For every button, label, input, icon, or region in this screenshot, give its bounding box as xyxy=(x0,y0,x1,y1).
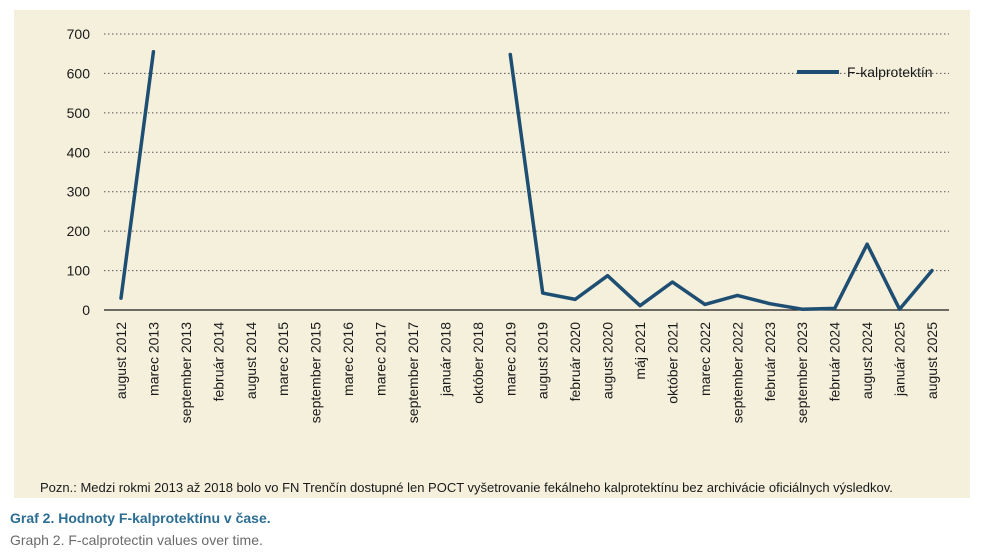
data-point xyxy=(573,297,577,301)
x-tick-label: august 2014 xyxy=(243,322,259,399)
legend-label: F-kalprotektín xyxy=(847,64,933,80)
chart-panel: 0 100 200 300 400 500 600 700 august 2012 marec … xyxy=(14,10,970,498)
data-point xyxy=(833,306,837,310)
x-tick-label: február 2024 xyxy=(827,322,843,402)
series-line xyxy=(119,49,156,300)
data-point xyxy=(606,274,610,278)
data-point xyxy=(508,53,512,57)
data-point xyxy=(735,293,739,297)
data-point xyxy=(898,307,902,311)
x-tick-label: február 2020 xyxy=(567,322,583,402)
y-tick-label: 0 xyxy=(82,302,90,318)
data-point xyxy=(541,291,545,295)
data-point xyxy=(768,302,772,306)
y-tick-label: 500 xyxy=(67,105,91,121)
line-chart: 0 100 200 300 400 500 600 700 august 2012 marec … xyxy=(67,26,949,423)
x-tick-label: február 2014 xyxy=(210,322,226,402)
x-tick-label: marec 2013 xyxy=(145,322,161,396)
x-tick-label: január 2018 xyxy=(437,322,453,397)
data-point xyxy=(670,280,674,284)
x-tick-label: marec 2017 xyxy=(373,322,389,396)
series-line xyxy=(508,52,934,311)
legend: F-kalprotektín xyxy=(797,64,933,80)
x-tick-label: október 2021 xyxy=(664,322,680,404)
y-axis: 0 100 200 300 400 500 600 700 xyxy=(67,26,91,318)
x-tick-label: marec 2015 xyxy=(275,322,291,396)
data-point xyxy=(151,50,155,54)
data-point xyxy=(865,242,869,246)
y-tick-label: 200 xyxy=(67,223,91,239)
x-tick-label: marec 2019 xyxy=(502,322,518,396)
x-tick-label: august 2012 xyxy=(113,322,129,399)
x-tick-label: február 2023 xyxy=(762,322,778,402)
chart-note: Pozn.: Medzi rokmi 2013 až 2018 bolo vo … xyxy=(40,480,893,495)
x-tick-label: august 2024 xyxy=(859,322,875,399)
x-axis: august 2012 marec 2013 september 2013 febru… xyxy=(113,322,940,423)
x-tick-label: marec 2022 xyxy=(697,322,713,396)
x-tick-label: máj 2021 xyxy=(632,322,648,380)
y-tick-label: 600 xyxy=(67,65,91,81)
series xyxy=(119,49,934,311)
figure-caption-english: Graph 2. F-calprotectin values over time… xyxy=(10,532,263,548)
x-tick-label: august 2019 xyxy=(535,322,551,399)
x-tick-label: september 2017 xyxy=(405,322,421,423)
data-point xyxy=(930,269,934,273)
y-tick-label: 100 xyxy=(67,263,91,279)
x-tick-label: august 2020 xyxy=(600,322,616,399)
x-tick-label: október 2018 xyxy=(470,322,486,404)
figure-caption-title: Graf 2. Hodnoty F-kalprotektínu v čase. xyxy=(10,510,271,526)
data-point xyxy=(800,307,804,311)
y-tick-label: 300 xyxy=(67,184,91,200)
x-tick-label: september 2013 xyxy=(178,322,194,423)
x-tick-label: september 2022 xyxy=(729,322,745,423)
x-tick-label: september 2023 xyxy=(794,322,810,423)
data-point xyxy=(638,304,642,308)
data-point xyxy=(119,296,123,300)
x-tick-label: september 2015 xyxy=(308,322,324,423)
data-point xyxy=(703,302,707,306)
y-tick-label: 400 xyxy=(67,144,91,160)
x-tick-label: august 2025 xyxy=(924,322,940,399)
x-tick-label: marec 2016 xyxy=(340,322,356,396)
y-tick-label: 700 xyxy=(67,26,91,42)
x-tick-label: január 2025 xyxy=(892,322,908,397)
